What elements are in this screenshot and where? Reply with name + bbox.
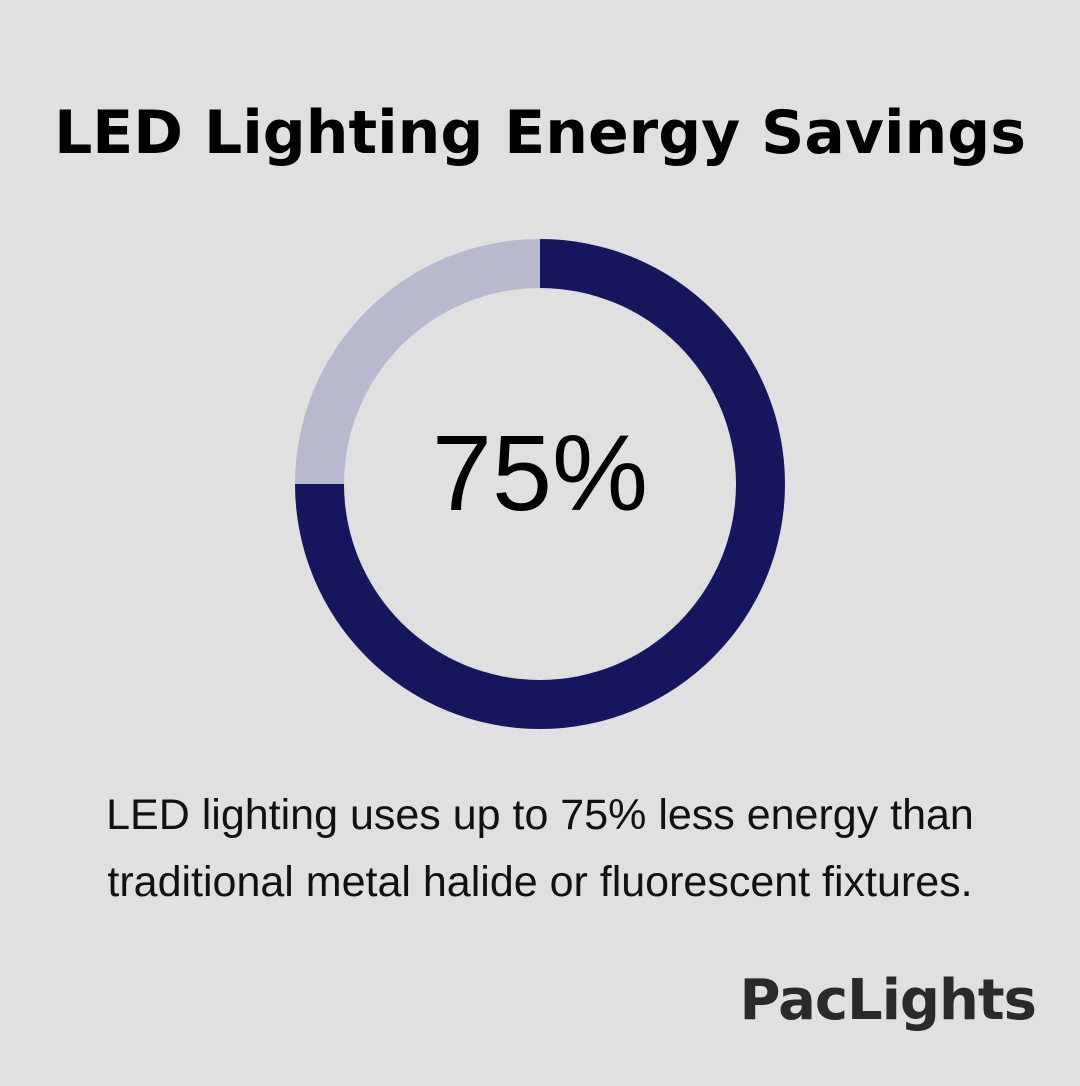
caption: LED lighting uses up to 75% less energy … (0, 782, 1080, 916)
caption-line-2: traditional metal halide or fluorescent … (107, 858, 973, 906)
caption-line-1: LED lighting uses up to 75% less energy … (106, 791, 974, 839)
paclights-logo: PacLights (739, 968, 1037, 1033)
page-title: LED Lighting Energy Savings (54, 98, 1026, 168)
donut-slice-remainder (295, 239, 540, 484)
center-label: 75% (431, 412, 649, 533)
